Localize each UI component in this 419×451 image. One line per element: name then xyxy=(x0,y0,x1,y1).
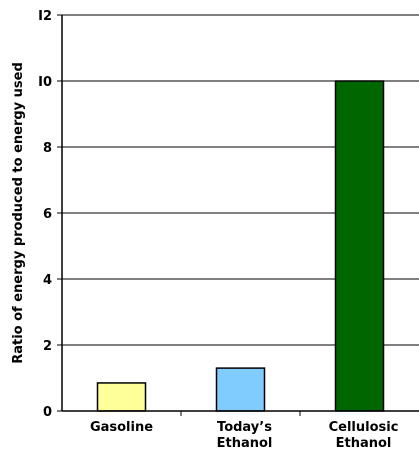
x-category-label: Today’s xyxy=(217,420,272,435)
y-tick-label: 0 xyxy=(43,405,52,420)
y-tick-labels: 0 2 4 6 8 I0 I2 xyxy=(38,9,52,420)
x-category-label: Ethanol xyxy=(336,436,392,451)
x-category-label: Cellulosic xyxy=(329,420,399,435)
y-tick-label: 4 xyxy=(43,273,52,288)
bars xyxy=(96,80,385,412)
x-category-label: Ethanol xyxy=(217,436,273,451)
y-tick-label: I0 xyxy=(38,75,52,90)
axes xyxy=(61,15,419,412)
bar xyxy=(96,382,147,412)
y-tick-label: 8 xyxy=(43,141,52,156)
bar xyxy=(334,80,385,412)
y-tick-label: I2 xyxy=(38,9,52,24)
y-axis-title: Ratio of energy produced to energy used xyxy=(11,62,26,364)
x-category-label: Gasoline xyxy=(90,420,153,435)
bar xyxy=(215,367,266,412)
y-tick-label: 2 xyxy=(43,339,52,354)
y-tick-label: 6 xyxy=(43,207,52,222)
